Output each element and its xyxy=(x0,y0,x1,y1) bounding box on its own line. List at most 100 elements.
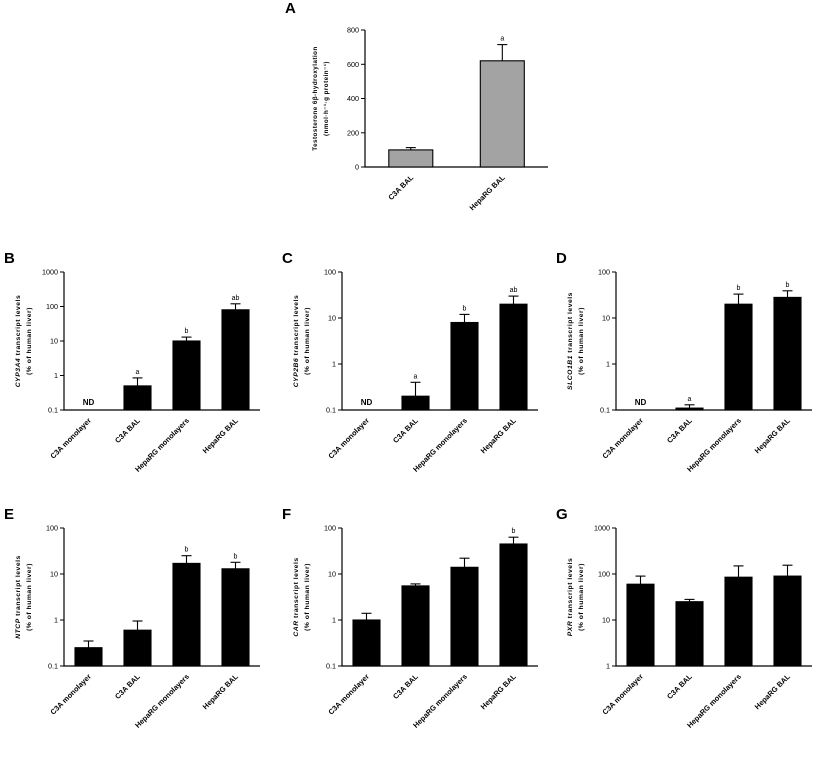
x-tick-label: HepaRG monolayers xyxy=(685,672,743,730)
bar xyxy=(724,303,753,411)
nd-label: ND xyxy=(83,398,95,407)
panel-e: E 0.1 1 10 100 NTCP transcript levels (% of h… xyxy=(2,506,272,752)
x-tick-label: C3A monolayer xyxy=(48,416,93,461)
y-tick-label: 1 xyxy=(54,616,58,625)
bar xyxy=(479,60,525,168)
y-tick-label: 10 xyxy=(328,570,336,579)
chart-ntcp: 0.1 1 10 100 NTCP transcript levels (% of hum… xyxy=(2,506,272,757)
y-axis-subtitle: (% of human liver) xyxy=(578,307,585,375)
y-axis-title: PXR transcript levels xyxy=(567,558,574,637)
x-tick-label: HepaRG monolayers xyxy=(411,672,469,730)
x-tick-label: C3A BAL xyxy=(391,672,420,701)
nd-label: ND xyxy=(635,398,647,407)
x-tick-label: C3A BAL xyxy=(113,672,142,701)
panel-a: A 0 200 400 600 800 Testosterone 6β-hydroxyla… xyxy=(283,0,573,248)
chart-slco1b1: 0.1 1 10 100 SLCO1B1 transcript levels (% of … xyxy=(554,250,824,501)
nd-label: ND xyxy=(361,398,373,407)
significance-label: b xyxy=(463,305,467,312)
y-axis-title: SLCO1B1 transcript levels xyxy=(567,292,574,390)
significance-label: b xyxy=(512,528,516,535)
y-tick-label: 1 xyxy=(606,662,610,671)
y-axis-title: NTCP transcript levels xyxy=(15,555,22,639)
y-tick-label: 100 xyxy=(598,268,610,277)
x-tick-label: HepaRG BAL xyxy=(479,416,519,456)
panel-b-letter: B xyxy=(4,250,15,267)
x-tick-label: HepaRG BAL xyxy=(468,173,508,213)
significance-label: a xyxy=(500,36,504,43)
panel-c: C 0.1 1 10 100 CYP2B6 transcript levels (% of… xyxy=(280,250,550,496)
bar xyxy=(401,395,430,411)
y-tick-label: 100 xyxy=(598,570,610,579)
x-tick-label: C3A BAL xyxy=(665,416,694,445)
y-tick-label: 100 xyxy=(46,302,58,311)
y-tick-label: 400 xyxy=(347,94,359,103)
y-tick-label: 800 xyxy=(347,26,359,35)
y-tick-label: 0.1 xyxy=(48,662,58,671)
bar xyxy=(626,583,655,667)
x-tick-label: C3A monolayer xyxy=(600,672,645,717)
x-tick-label: C3A monolayer xyxy=(600,416,645,461)
y-axis-subtitle: (% of human liver) xyxy=(26,307,33,375)
bar xyxy=(172,562,201,667)
significance-label: b xyxy=(786,282,790,289)
y-tick-label: 1000 xyxy=(42,268,58,277)
panel-f-letter: F xyxy=(282,506,292,523)
y-tick-label: 10 xyxy=(50,570,58,579)
y-axis-subtitle: (% of human liver) xyxy=(304,563,311,631)
bar xyxy=(450,321,479,411)
chart-svg: 1 10 100 1000 PXR transcript levels (% of hum… xyxy=(567,524,812,730)
significance-label: b xyxy=(234,553,238,560)
y-axis-subtitle: (% of human liver) xyxy=(26,563,33,631)
x-tick-label: HepaRG monolayers xyxy=(133,672,191,730)
panel-d: D 0.1 1 10 100 SLCO1B1 transcript levels (% o… xyxy=(554,250,824,496)
bar xyxy=(123,385,152,411)
x-tick-label: C3A BAL xyxy=(113,416,142,445)
x-tick-label: HepaRG monolayers xyxy=(685,416,743,474)
chart-cyp3a4: 0.1 1 10 100 1000 CYP3A4 transcript levels (% … xyxy=(2,250,272,501)
panel-a-letter: A xyxy=(285,0,296,17)
y-tick-label: 600 xyxy=(347,60,359,69)
y-tick-label: 1000 xyxy=(594,524,610,533)
x-tick-label: HepaRG monolayers xyxy=(133,416,191,474)
y-tick-label: 10 xyxy=(328,314,336,323)
bar xyxy=(388,149,434,168)
x-tick-label: C3A BAL xyxy=(391,416,420,445)
chart-svg: 0.1 1 10 100 CYP2B6 transcript levels (% of h… xyxy=(293,268,538,474)
significance-label: a xyxy=(414,373,418,380)
y-tick-label: 0.1 xyxy=(600,406,610,415)
bar xyxy=(221,309,250,411)
chart-svg: 0.1 1 10 100 1000 CYP3A4 transcript levels (% … xyxy=(15,268,260,474)
bar xyxy=(172,340,201,411)
y-tick-label: 100 xyxy=(324,524,336,533)
panel-g: G 1 10 100 1000 PXR transcript levels (% of h… xyxy=(554,506,824,752)
bar xyxy=(773,296,802,411)
chart-cyp2b6: 0.1 1 10 100 CYP2B6 transcript levels (% of h… xyxy=(280,250,550,501)
y-tick-label: 1 xyxy=(54,371,58,380)
x-tick-label: HepaRG monolayers xyxy=(411,416,469,474)
x-tick-label: HepaRG BAL xyxy=(479,672,519,712)
x-tick-label: C3A BAL xyxy=(386,173,415,202)
y-tick-label: 0.1 xyxy=(48,406,58,415)
y-tick-label: 1 xyxy=(332,616,336,625)
bar xyxy=(123,629,152,667)
panel-f: F 0.1 1 10 100 CAR transcript levels (% of hu… xyxy=(280,506,550,752)
chart-svg: 0.1 1 10 100 NTCP transcript levels (% of hum… xyxy=(15,524,260,730)
y-tick-label: 200 xyxy=(347,128,359,137)
significance-label: b xyxy=(185,547,189,554)
significance-label: a xyxy=(688,396,692,403)
y-tick-label: 10 xyxy=(50,337,58,346)
panel-d-letter: D xyxy=(556,250,567,267)
bar xyxy=(499,543,528,667)
y-tick-label: 0.1 xyxy=(326,406,336,415)
bar xyxy=(401,585,430,667)
y-tick-label: 1 xyxy=(332,360,336,369)
y-axis-title: CAR transcript levels xyxy=(293,557,300,636)
x-tick-label: HepaRG BAL xyxy=(753,672,793,712)
chart-testosterone-hydroxylation: 0 200 400 600 800 Testosterone 6β-hydroxylati… xyxy=(283,0,573,253)
bar xyxy=(450,566,479,667)
x-tick-label: C3A monolayer xyxy=(48,672,93,717)
x-tick-label: C3A monolayer xyxy=(326,672,371,717)
y-axis-subtitle: (nmol·h⁻¹·g protein⁻¹) xyxy=(323,61,330,136)
x-tick-label: HepaRG BAL xyxy=(753,416,793,456)
y-axis-title: CYP2B6 transcript levels xyxy=(293,295,300,387)
